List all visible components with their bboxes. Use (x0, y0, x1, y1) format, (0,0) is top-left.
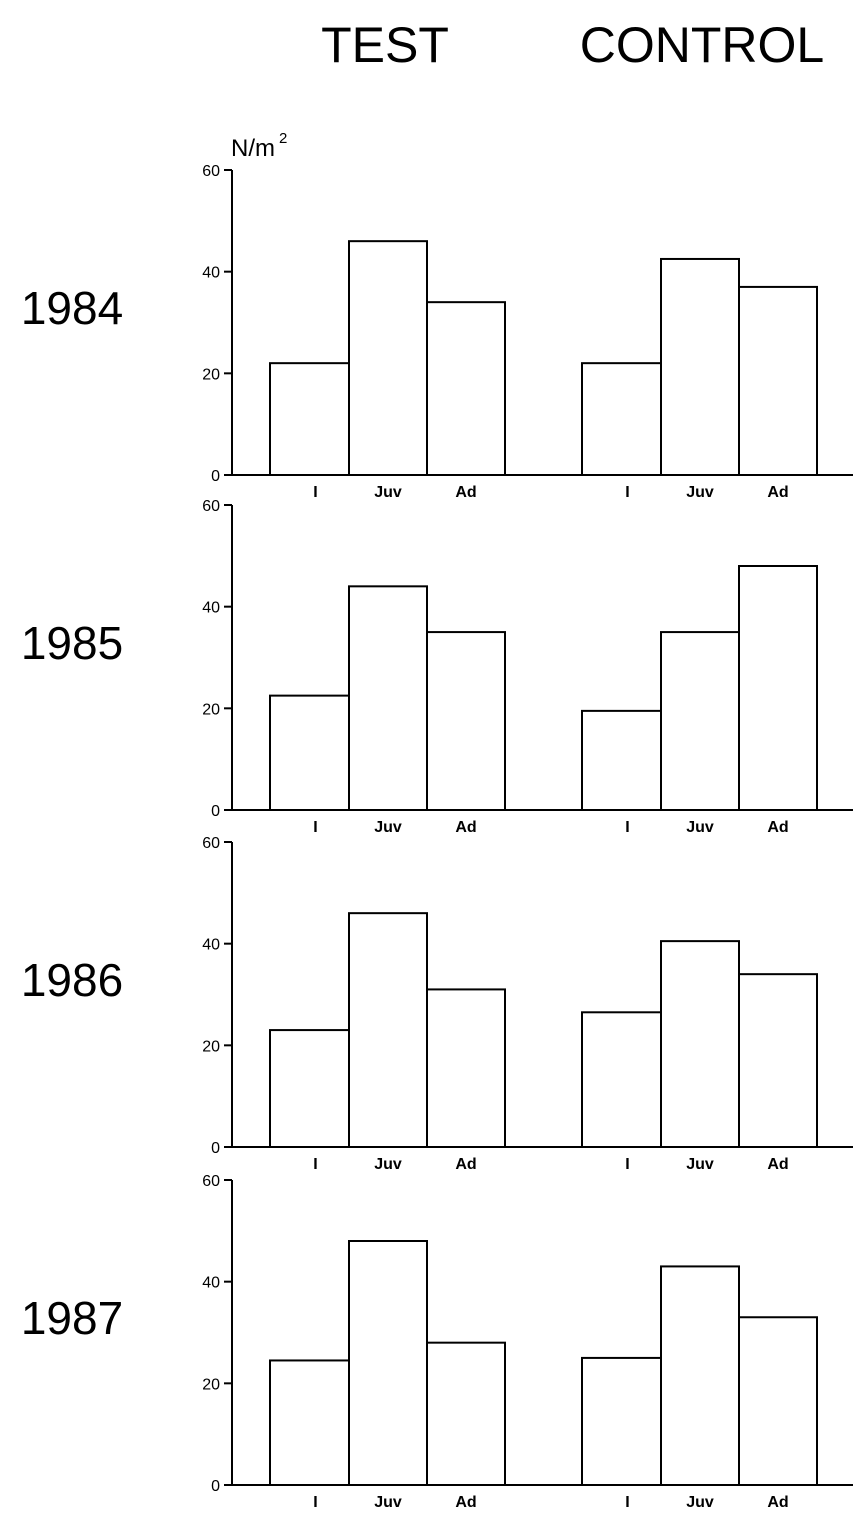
bar-test-ad (426, 1341, 506, 1486)
category-label: Juv (374, 1156, 402, 1173)
category-label: Juv (686, 1156, 714, 1173)
panel-1987: 1987 0 20 40 60 I Juv Ad I Juv Ad (21, 1173, 853, 1511)
y-tick-label: 0 (211, 468, 220, 485)
category-label: I (313, 1156, 317, 1173)
bar-control-i (581, 1011, 662, 1149)
control-column-title: CONTROL (580, 17, 824, 73)
bar-test-i (269, 362, 350, 476)
category-label: Juv (374, 1494, 402, 1511)
panel-1984: 1984 0 20 40 60 I Juv Ad I Juv Ad (21, 163, 853, 501)
bar-control-i (581, 1356, 662, 1486)
y-tick-label: 20 (202, 1376, 220, 1393)
panel-1986: 1986 0 20 40 60 I Juv Ad I Juv Ad (21, 835, 853, 1173)
category-label: Ad (767, 819, 788, 836)
category-label: I (625, 1156, 629, 1173)
category-label: I (313, 484, 317, 501)
bar-test-juv (348, 585, 428, 811)
category-label: Ad (455, 1156, 476, 1173)
y-tick-label: 20 (202, 366, 220, 383)
y-tick-label: 0 (211, 803, 220, 820)
bar-control-ad (738, 973, 818, 1149)
category-label: I (313, 1494, 317, 1511)
year-label: 1987 (21, 1292, 123, 1344)
bar-test-ad (426, 301, 506, 476)
category-label: Juv (374, 819, 402, 836)
y-tick-label: 60 (202, 835, 220, 852)
category-label: Juv (686, 484, 714, 501)
y-tick-label: 40 (202, 937, 220, 954)
bar-test-i (269, 694, 350, 811)
y-unit-exponent: 2 (279, 130, 287, 147)
bar-test-ad (426, 631, 506, 811)
y-tick-label: 40 (202, 265, 220, 282)
y-unit-label: N/m (231, 135, 275, 162)
bar-control-juv (660, 631, 740, 811)
category-label: Ad (455, 484, 476, 501)
category-label: Juv (686, 819, 714, 836)
y-tick-label: 0 (211, 1140, 220, 1157)
category-label: I (625, 1494, 629, 1511)
bar-control-ad (738, 1316, 818, 1486)
category-label: Ad (767, 1494, 788, 1511)
category-label: Ad (455, 1494, 476, 1511)
category-label: I (313, 819, 317, 836)
category-label: I (625, 819, 629, 836)
category-label: Ad (455, 819, 476, 836)
y-tick-label: 60 (202, 498, 220, 515)
category-label: Juv (374, 484, 402, 501)
bar-control-ad (738, 285, 818, 476)
y-tick-label: 60 (202, 1173, 220, 1190)
y-tick-label: 20 (202, 1038, 220, 1055)
y-tick-label: 40 (202, 600, 220, 617)
panel-1985: 1985 0 20 40 60 I Juv Ad I Juv Ad (21, 498, 853, 836)
y-tick-label: 0 (211, 1478, 220, 1495)
bar-test-ad (426, 988, 506, 1149)
test-column-title: TEST (321, 17, 449, 73)
year-label: 1984 (21, 282, 123, 334)
y-tick-label: 20 (202, 701, 220, 718)
bar-control-juv (660, 940, 740, 1148)
bar-control-juv (660, 1265, 740, 1486)
bar-control-i (581, 709, 662, 811)
year-label: 1985 (21, 617, 123, 669)
category-label: Juv (686, 1494, 714, 1511)
y-tick-label: 40 (202, 1275, 220, 1292)
y-tick-label: 60 (202, 163, 220, 180)
bar-test-juv (348, 240, 428, 476)
bar-control-i (581, 362, 662, 476)
bar-control-juv (660, 257, 740, 477)
panels: 1984 0 20 40 60 I Juv Ad I Juv Ad 1985 0 20 40 60 I Juv Ad… (21, 163, 853, 1511)
year-label: 1986 (21, 954, 123, 1006)
bar-test-i (269, 1359, 350, 1487)
category-label: I (625, 484, 629, 501)
category-label: Ad (767, 484, 788, 501)
bar-control-ad (738, 565, 818, 811)
category-label: Ad (767, 1156, 788, 1173)
bar-test-i (269, 1029, 350, 1149)
bar-test-juv (348, 912, 428, 1149)
bar-test-juv (348, 1240, 428, 1486)
